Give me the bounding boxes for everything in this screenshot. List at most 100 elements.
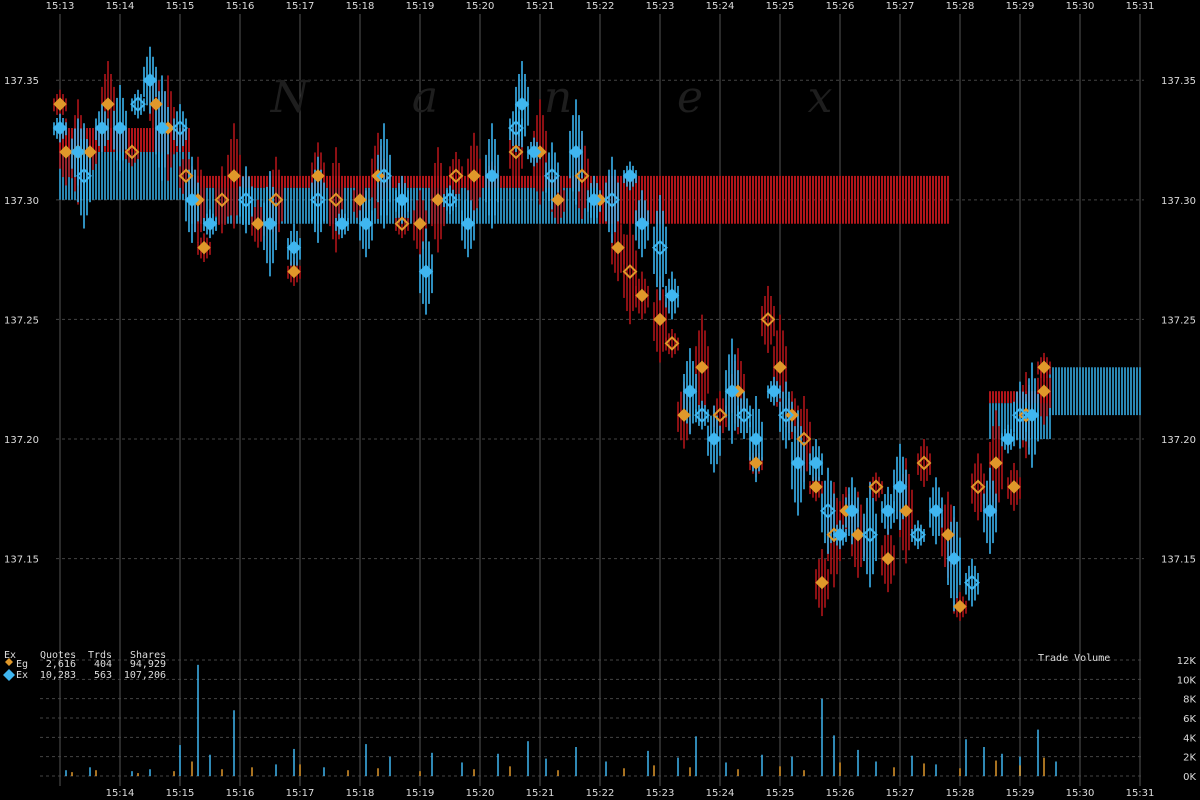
ex-trade-marker: [820, 502, 836, 519]
y-tick-label-right: 137.35: [1161, 76, 1196, 87]
ex-trade-marker: [808, 455, 824, 471]
volume-tick-label: 4K: [1183, 733, 1196, 744]
eg-trade-marker: [59, 145, 73, 159]
eg-trade-marker: [508, 144, 524, 160]
eg-trade-marker: [311, 169, 325, 183]
ex-trade-marker: [964, 574, 980, 591]
ex-trade-marker: [604, 191, 620, 208]
ex-trade-marker: [52, 120, 68, 136]
ex-trade-marker: [1024, 407, 1040, 423]
legend-ex-quotes: 10,283: [40, 670, 76, 681]
ex-trade-marker: [418, 264, 434, 279]
grid: [40, 14, 1144, 786]
ex-trade-marker: [982, 503, 998, 519]
x-tick-label-bottom: 15:23: [646, 788, 675, 799]
x-tick-label-bottom: 15:16: [226, 788, 255, 799]
eg-trade-marker: [1007, 480, 1021, 494]
eg-trade-marker: [101, 97, 115, 111]
x-tick-label-top: 15:30: [1066, 1, 1095, 12]
ex-trade-marker: [514, 96, 530, 112]
ex-trade-marker: [70, 144, 86, 160]
ex-trade-marker: [184, 192, 200, 208]
ex-trade-marker: [724, 383, 740, 399]
eg-trade-marker: [574, 168, 590, 184]
ex-trade-marker: [928, 503, 944, 519]
ex-trade-marker: [832, 527, 848, 542]
eg-trade-marker: [941, 528, 955, 542]
ex-trade-marker: [310, 191, 326, 208]
eg-trade-marker: [760, 312, 776, 327]
eg-trade-marker: [214, 192, 230, 208]
y-tick-label-right: 137.25: [1161, 315, 1196, 326]
ex-trade-marker: [892, 479, 908, 495]
volume-title: Trade Volume: [1038, 653, 1110, 664]
eg-trade-marker: [653, 312, 667, 327]
eg-trade-marker: [394, 216, 410, 232]
ex-trade-marker: [130, 96, 146, 113]
eg-trade-marker: [448, 168, 464, 184]
x-tick-label-bottom: 15:20: [466, 788, 495, 799]
x-tick-label-bottom: 15:15: [166, 788, 195, 799]
legend-eg-shares: 94,929: [130, 659, 166, 670]
volume-bars: [65, 664, 1057, 776]
y-tick-label-left: 137.35: [4, 76, 39, 87]
ex-trade-marker: [706, 431, 722, 447]
y-tick-label-left: 137.15: [4, 555, 39, 566]
legend: Ex Quotes Trds Shares Eg 2,616 404 94,92…: [3, 650, 166, 681]
eg-trade-marker: [611, 240, 625, 255]
ex-trade-marker: [544, 167, 560, 184]
volume-tick-label: 10K: [1177, 675, 1197, 686]
eg-trade-marker: [773, 360, 787, 374]
ex-trade-marker: [376, 167, 392, 184]
volume-tick-label: 2K: [1183, 753, 1196, 764]
eg-trade-marker: [953, 599, 967, 614]
x-tick-label-bottom: 15:26: [826, 788, 855, 799]
eg-trade-marker: [251, 217, 265, 231]
x-tick-label-top: 15:28: [946, 1, 975, 12]
ex-trade-marker: [664, 288, 680, 303]
legend-eg-trds: 404: [94, 659, 112, 670]
eg-trade-marker: [916, 455, 932, 471]
ex-trade-marker: [586, 192, 602, 208]
eg-trade-marker: [809, 480, 823, 494]
x-tick-label-bottom: 15:14: [106, 788, 135, 799]
volume-tick-label: 0K: [1183, 772, 1196, 783]
eg-trade-marker: [677, 408, 691, 422]
ex-trade-marker: [142, 72, 158, 88]
y-tick-label-right: 137.30: [1161, 196, 1196, 207]
ex-trade-marker: [154, 120, 170, 136]
eg-trade-marker: [1037, 384, 1051, 398]
watermark-letter: a: [412, 72, 438, 123]
ex-trade-marker: [526, 144, 542, 160]
x-tick-label-top: 15:24: [706, 1, 735, 12]
eg-trade-marker: [881, 551, 895, 566]
y-tick-label-left: 137.25: [4, 315, 39, 326]
x-tick-label-top: 15:27: [886, 1, 915, 12]
eg-trade-marker: [551, 193, 565, 207]
y-tick-label-right: 137.20: [1161, 435, 1196, 446]
volume-tick-label: 6K: [1183, 714, 1196, 725]
ex-trade-marker: [112, 120, 128, 136]
eg-trade-marker: [197, 240, 211, 255]
y-tick-label-left: 137.30: [4, 196, 39, 207]
ex-trade-marker: [484, 168, 500, 184]
eg-trade-marker: [124, 144, 140, 160]
volume-tick-label: 12K: [1177, 656, 1197, 667]
x-tick-label-top: 15:16: [226, 1, 255, 12]
eg-trade-marker: [431, 193, 445, 207]
x-tick-label-top: 15:14: [106, 1, 135, 12]
ex-trade-marker: [634, 216, 650, 231]
ex-trade-marker: [334, 216, 350, 231]
eg-trade-marker: [796, 431, 812, 447]
legend-ex-shares: 107,206: [124, 670, 166, 681]
x-tick-label-bottom: 15:19: [406, 788, 435, 799]
eg-trade-marker: [712, 407, 728, 423]
ex-trade-marker: [568, 144, 584, 160]
ex-trade-marker: [778, 407, 794, 424]
eg-trade-marker: [664, 335, 680, 351]
ex-trade-marker: [286, 240, 302, 255]
watermark-letter: N: [270, 72, 311, 123]
x-tick-label-top: 15:31: [1126, 1, 1155, 12]
quote-stems: [53, 46, 1051, 621]
eg-trade-marker: [695, 360, 709, 374]
